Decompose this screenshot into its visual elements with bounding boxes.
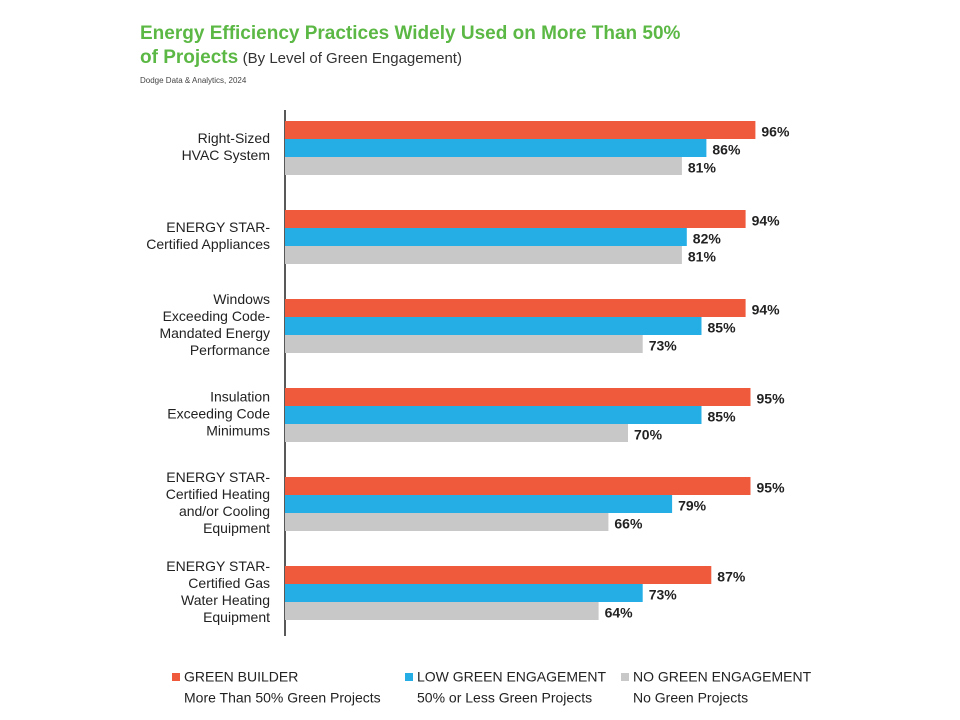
title-block: Energy Efficiency Practices Widely Used …	[140, 22, 700, 70]
value-label: 95%	[757, 480, 786, 496]
bar	[285, 513, 609, 531]
category-label: Equipment	[203, 520, 270, 536]
category-label: Certified Gas	[188, 575, 270, 591]
legend-label: LOW GREEN ENGAGEMENT	[417, 669, 606, 685]
bar	[285, 139, 707, 157]
bar	[285, 388, 751, 406]
source: Dodge Data & Analytics, 2024	[140, 76, 247, 85]
bar	[285, 210, 746, 228]
value-label: 94%	[752, 213, 781, 229]
bar	[285, 299, 746, 317]
value-label: 87%	[717, 569, 746, 585]
category-label: ENERGY STAR-	[166, 469, 270, 485]
category-label: ENERGY STAR-	[166, 219, 270, 235]
category-label: Performance	[190, 342, 270, 358]
legend-description: More Than 50% Green Projects	[184, 690, 381, 706]
legend-label: NO GREEN ENGAGEMENT	[633, 669, 812, 685]
category-label: Exceeding Code	[167, 406, 270, 422]
legend-description: 50% or Less Green Projects	[417, 690, 592, 706]
bar	[285, 121, 756, 139]
category-label: Certified Appliances	[146, 236, 270, 252]
category-label: Insulation	[210, 389, 270, 405]
bar	[285, 317, 702, 335]
category-label: Right-Sized	[198, 130, 270, 146]
bar	[285, 335, 643, 353]
bar	[285, 495, 673, 513]
bar	[285, 477, 751, 495]
category-label: ENERGY STAR-	[166, 558, 270, 574]
value-label: 86%	[712, 142, 741, 158]
bar	[285, 406, 702, 424]
bar	[285, 157, 682, 175]
value-label: 79%	[678, 498, 707, 514]
bar	[285, 424, 628, 442]
category-label: Water Heating	[181, 592, 270, 608]
chart-title: Energy Efficiency Practices Widely Used …	[140, 23, 681, 68]
value-label: 64%	[605, 605, 634, 621]
bar	[285, 584, 643, 602]
value-label: 94%	[752, 302, 781, 318]
bar	[285, 602, 599, 620]
legend-description: No Green Projects	[633, 690, 748, 706]
category-label: and/or Cooling	[179, 503, 270, 519]
legend-swatch	[621, 673, 629, 681]
value-label: 70%	[634, 427, 663, 443]
bar	[285, 246, 682, 264]
value-label: 81%	[688, 160, 717, 176]
value-label: 66%	[614, 516, 643, 532]
legend-label: GREEN BUILDER	[184, 669, 298, 685]
value-label: 96%	[761, 124, 790, 140]
value-label: 81%	[688, 249, 717, 265]
value-label: 95%	[757, 391, 786, 407]
category-label: HVAC System	[182, 147, 270, 163]
category-label: Exceeding Code-	[163, 308, 271, 324]
legend-swatch	[405, 673, 413, 681]
category-label: Certified Heating	[166, 486, 270, 502]
bar	[285, 566, 712, 584]
chart-subtitle: (By Level of Green Engagement)	[242, 50, 462, 67]
value-label: 85%	[708, 409, 737, 425]
value-label: 85%	[708, 320, 737, 336]
legend-swatch	[172, 673, 180, 681]
header: Energy Efficiency Practices Widely Used …	[140, 22, 700, 85]
category-label: Equipment	[203, 609, 270, 625]
value-label: 73%	[649, 587, 678, 603]
category-label: Minimums	[206, 423, 270, 439]
bar	[285, 228, 687, 246]
value-label: 73%	[649, 338, 678, 354]
category-label: Mandated Energy	[159, 325, 270, 341]
category-label: Windows	[213, 291, 270, 307]
value-label: 82%	[693, 231, 722, 247]
